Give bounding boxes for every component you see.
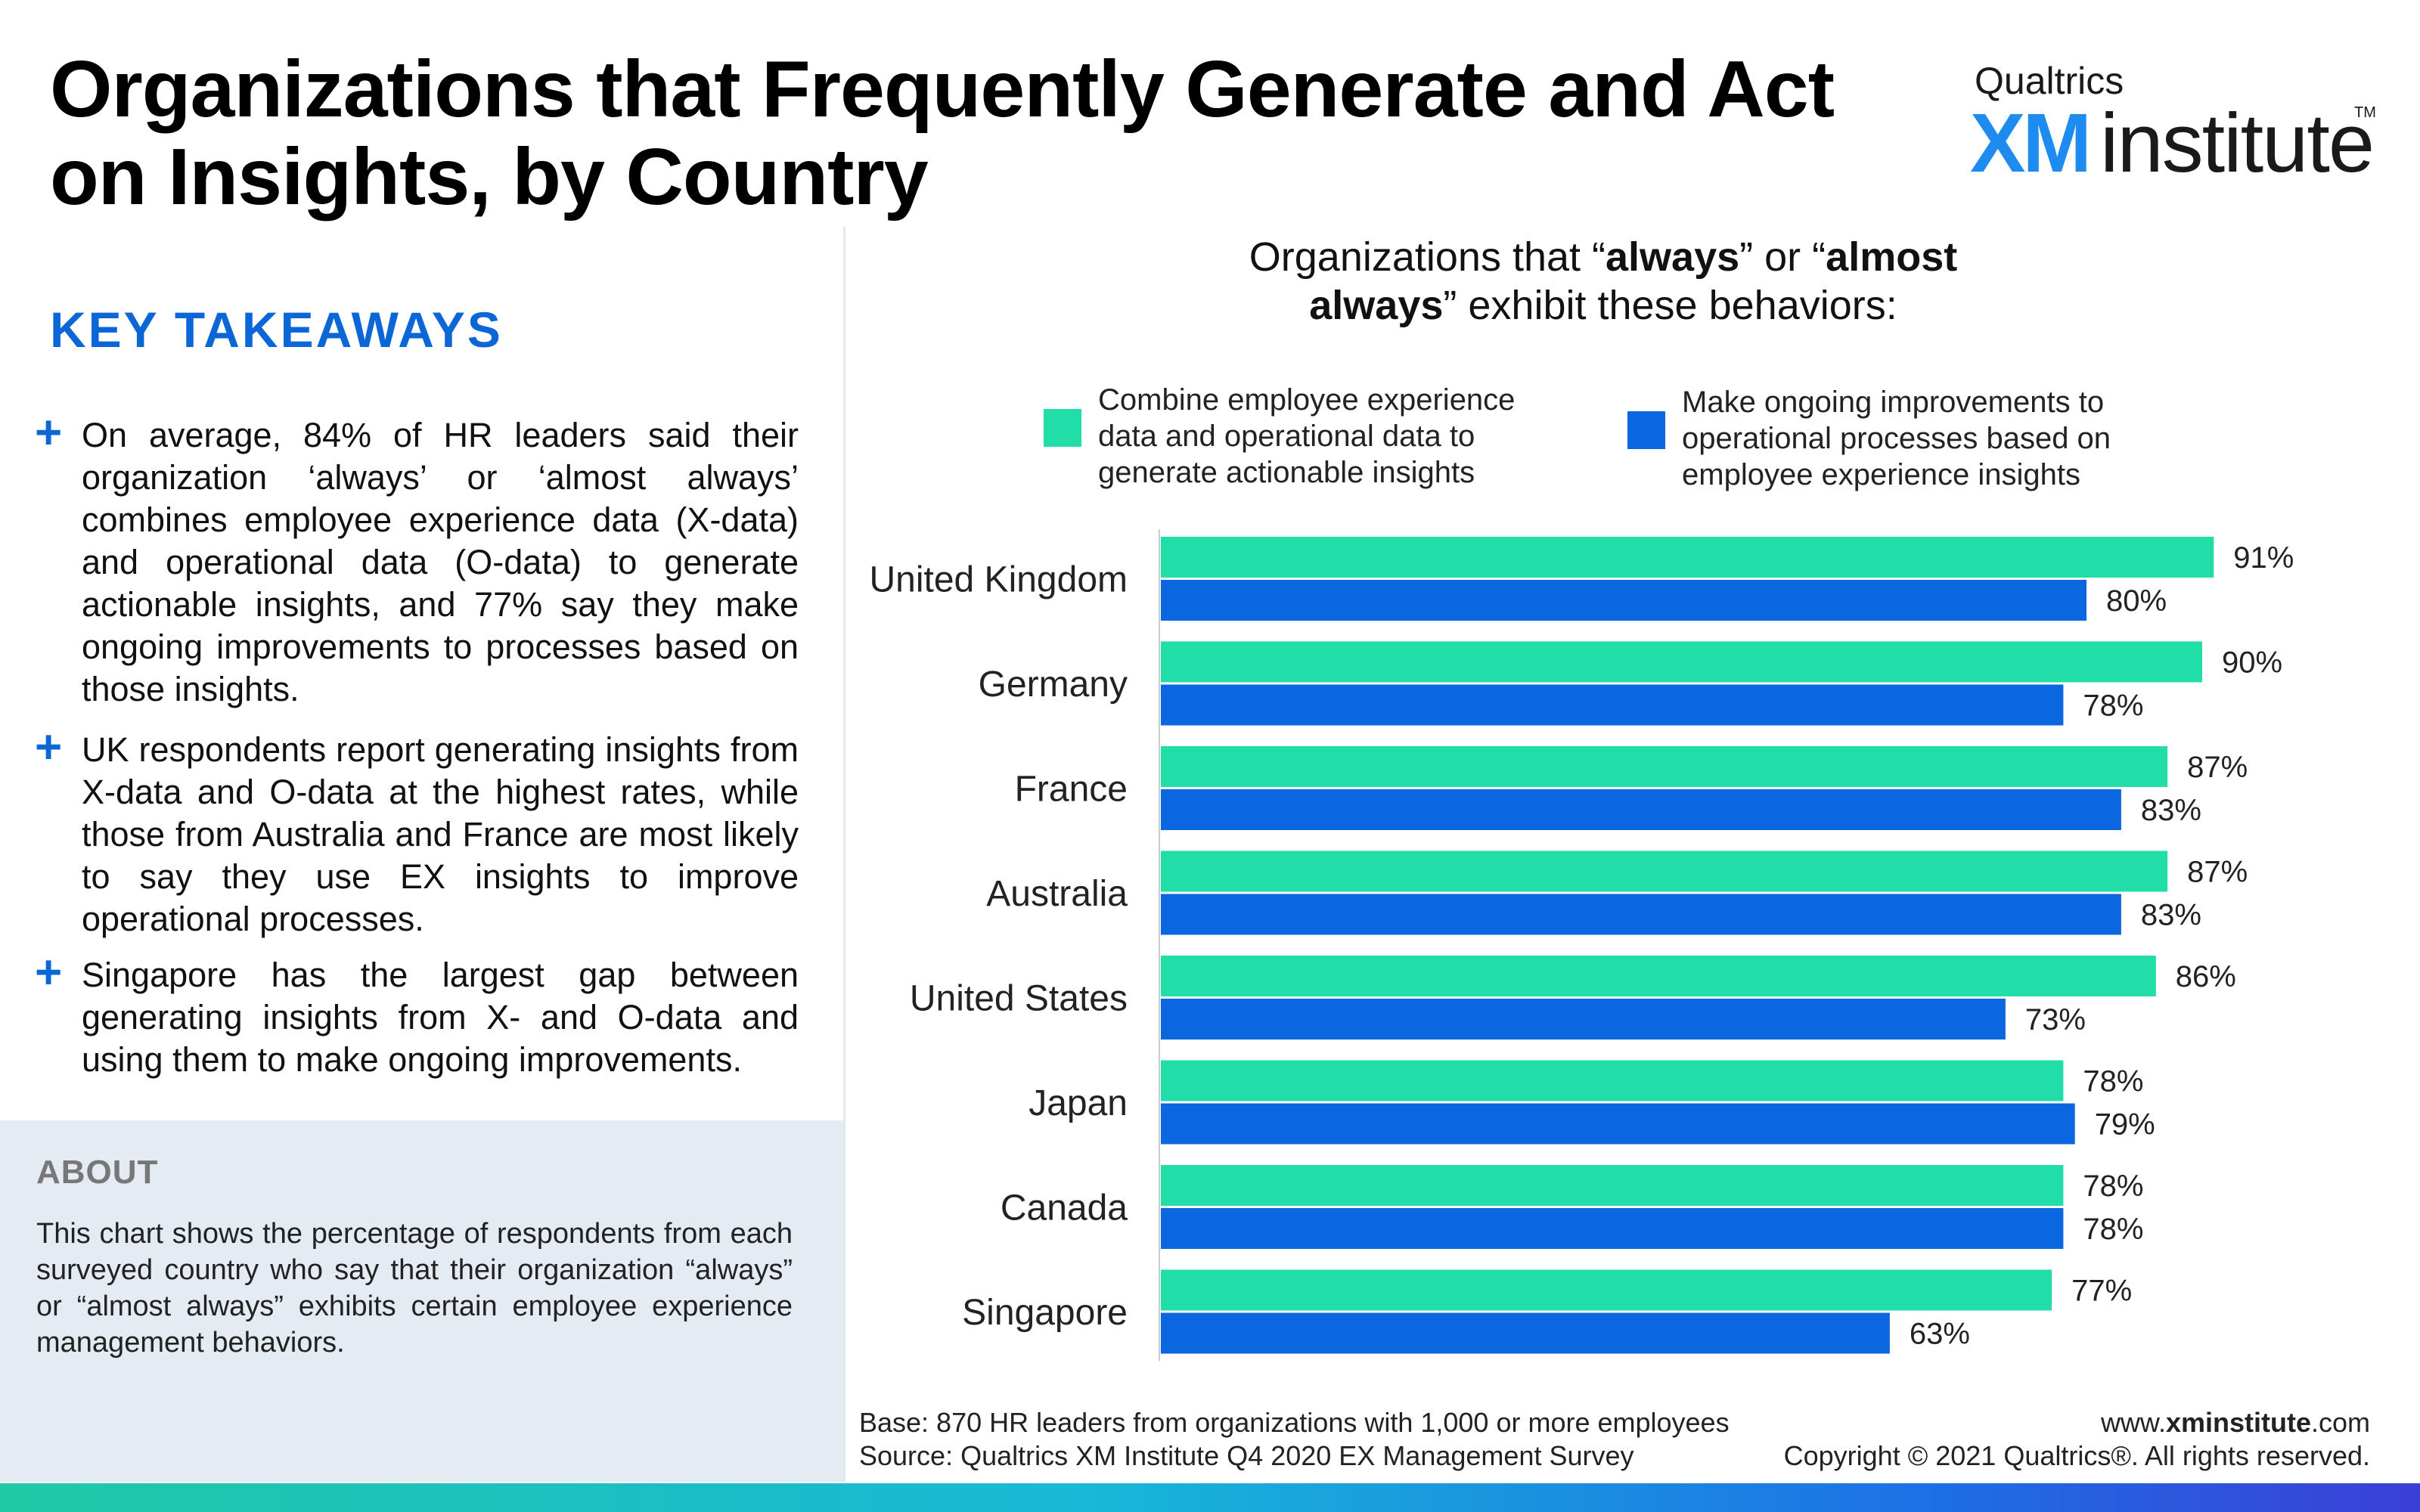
logo-trademark: TM <box>2354 104 2376 121</box>
bar-series1 <box>1161 1269 2052 1311</box>
data-label: 83% <box>2141 794 2201 827</box>
footer-copyright: Copyright © 2021 Qualtrics®. All rights … <box>1783 1440 2370 1471</box>
data-label: 77% <box>2071 1275 2132 1308</box>
subtitle-prefix: Organizations that “ <box>1249 234 1606 280</box>
about-text: This chart shows the percentage of respo… <box>36 1218 793 1359</box>
footer-notes: Base: 870 HR leaders from organizations … <box>859 1406 1730 1473</box>
bar-series1 <box>1161 1165 2064 1206</box>
bar-series1 <box>1161 641 2202 683</box>
footer-base: Base: 870 HR leaders from organizations … <box>859 1407 1730 1438</box>
legend-swatch-series1 <box>1044 409 1081 447</box>
bar-series1 <box>1161 1060 2064 1101</box>
website-suffix: .com <box>2310 1407 2370 1438</box>
data-label: 63% <box>1910 1318 1970 1351</box>
data-label: 91% <box>2233 541 2294 575</box>
category-label: United Kingdom <box>869 560 1128 600</box>
chart-subtitle: Organizations that “always” or “almost a… <box>1187 233 2019 330</box>
category-label: France <box>1015 770 1128 810</box>
takeaway-text: UK respondents report generating insight… <box>82 730 799 938</box>
data-label: 80% <box>2106 584 2167 618</box>
data-label: 78% <box>2083 1170 2143 1203</box>
legend-label-series2: Make ongoing improvements to operational… <box>1682 386 2111 491</box>
category-label: Germany <box>979 665 1128 705</box>
data-label: 86% <box>2176 960 2236 993</box>
data-label: 83% <box>2141 899 2201 932</box>
subtitle-suffix: ” exhibit these behaviors: <box>1443 283 1897 328</box>
bar-chart: United Kingdom 91% 80% Germany 90% 78% France 8… <box>869 529 2294 1362</box>
legend-swatch-series2 <box>1627 411 1665 449</box>
bar-series2 <box>1161 580 2086 621</box>
subtitle-bold-always: always <box>1606 234 1740 280</box>
column-divider <box>843 227 845 1482</box>
data-label: 73% <box>2025 1003 2086 1036</box>
bottom-gradient-bar <box>0 1483 2420 1512</box>
footer-credits: www.xminstitute.com Copyright © 2021 Qua… <box>1784 1406 2370 1473</box>
plus-icon: + <box>35 407 63 459</box>
bar-series2 <box>1161 684 2064 726</box>
bar-series2 <box>1161 894 2121 935</box>
page-title: Organizations that Frequently Generate a… <box>50 45 1835 222</box>
about-panel: ABOUT This chart shows the percentage of… <box>0 1120 843 1482</box>
data-label: 90% <box>2222 646 2282 680</box>
plus-icon: + <box>35 947 63 999</box>
logo-institute: institute <box>2100 97 2375 190</box>
category-label: Australia <box>986 874 1128 914</box>
xm-institute-logo: Qualtrics XM institute TM <box>1970 53 2376 190</box>
about-heading: ABOUT <box>36 1154 159 1191</box>
bar-series2 <box>1161 1208 2064 1249</box>
takeaway-text: Singapore has the largest gap between ge… <box>82 956 799 1079</box>
data-label: 78% <box>2083 689 2143 723</box>
data-label: 87% <box>2187 751 2248 784</box>
takeaway-item: + Singapore has the largest gap between … <box>35 950 799 1081</box>
category-label: Singapore <box>962 1293 1128 1333</box>
takeaway-text: On average, 84% of HR leaders said their… <box>82 416 799 708</box>
data-label: 78% <box>2083 1065 2143 1098</box>
logo-xm: XM <box>1970 97 2092 190</box>
bar-series2 <box>1161 1103 2075 1145</box>
data-label: 79% <box>2095 1108 2155 1142</box>
takeaway-item: + UK respondents report generating insig… <box>35 724 799 940</box>
category-label: Japan <box>1028 1083 1128 1123</box>
website-prefix: www. <box>2100 1407 2166 1438</box>
takeaway-item: + On average, 84% of HR leaders said the… <box>35 410 799 711</box>
bar-series1 <box>1161 537 2214 578</box>
bar-series2 <box>1161 789 2121 830</box>
footer-website[interactable]: www.xminstitute.com <box>1784 1406 2370 1439</box>
logo-brand: Qualtrics <box>1975 60 2124 102</box>
category-label: Canada <box>1001 1188 1128 1228</box>
footer-source: Source: Qualtrics XM Institute Q4 2020 E… <box>859 1440 1634 1471</box>
bar-series2 <box>1161 999 2006 1040</box>
legend-label-series1: Combine employee experience data and ope… <box>1098 383 1516 489</box>
category-label: United States <box>910 979 1128 1019</box>
bar-series1 <box>1161 850 2168 892</box>
data-label: 78% <box>2083 1213 2143 1246</box>
bar-series2 <box>1161 1312 1890 1354</box>
plus-icon: + <box>35 721 63 773</box>
website-bold: xminstitute <box>2165 1407 2311 1438</box>
subtitle-mid: ” or “ <box>1739 234 1826 280</box>
subtitle-bold-almost-always: almost always <box>1309 234 1958 328</box>
key-takeaways-heading: KEY TAKEAWAYS <box>50 302 503 358</box>
bar-series1 <box>1161 746 2168 787</box>
bar-series1 <box>1161 956 2156 996</box>
data-label: 87% <box>2187 856 2248 889</box>
